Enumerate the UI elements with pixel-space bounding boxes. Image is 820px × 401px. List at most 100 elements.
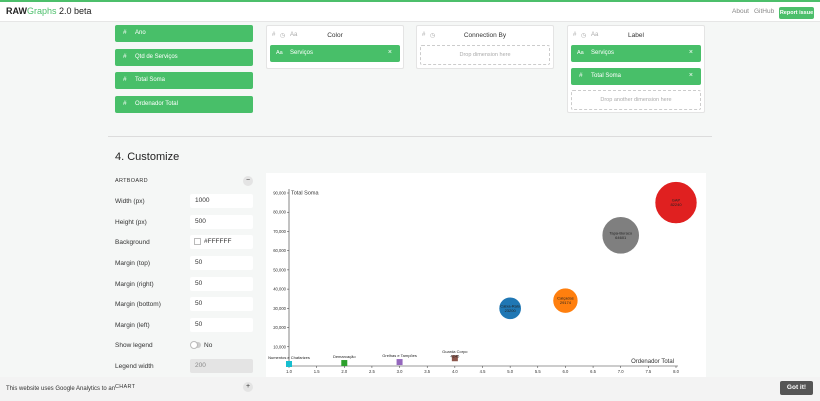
bubble-label: Numentos e Chafarizes (268, 355, 310, 360)
close-icon[interactable]: × (688, 72, 693, 79)
text-type-icon: Aa (290, 32, 298, 38)
dimension-total-soma[interactable]: # Total Soma (115, 72, 253, 89)
x-tick-label: 2.5 (369, 369, 375, 374)
clock-icon: ◷ (430, 33, 436, 39)
dimension-label: Total Soma (135, 77, 166, 83)
y-axis-title: Total Soma (291, 191, 319, 197)
width-label: Width (px) (115, 198, 145, 205)
x-tick-label: 6.0 (563, 369, 569, 374)
y-tick-label: 30,000 (273, 306, 286, 311)
number-type-icon: # (123, 53, 127, 60)
bubble-gap (654, 181, 698, 224)
legend-width-label: Legend width (115, 363, 154, 370)
x-tick-label: 7.0 (618, 369, 624, 374)
toggle-knob (190, 341, 198, 349)
height-label: Height (px) (115, 219, 147, 226)
section-divider (108, 136, 712, 137)
chip-label: Serviços (591, 50, 615, 56)
bubble-label: GAP (672, 198, 681, 203)
section-title: 4. Customize (115, 151, 180, 163)
y-tick-label: 10,000 (273, 344, 286, 349)
height-input[interactable]: 500 (190, 215, 253, 229)
dimension-qtd-servicos[interactable]: # Qtd de Serviços (115, 49, 253, 66)
drop-zone[interactable]: Drop dimension here (420, 45, 550, 65)
number-type-icon: # (579, 72, 583, 79)
y-tick-label: 70,000 (273, 229, 286, 234)
bubble-value: 82240 (670, 202, 682, 207)
y-tick-label: 40,000 (273, 287, 286, 292)
bubble-demarca-o (341, 360, 348, 367)
dimension-ordenador-total[interactable]: # Ordenador Total (115, 96, 253, 113)
x-tick-label: 3.5 (424, 369, 430, 374)
dimension-label: Qtd de Serviços (135, 54, 178, 60)
number-type-icon: # (272, 32, 276, 38)
about-link[interactable]: About (732, 8, 749, 15)
bubble-numentos-e-chafarizes (286, 361, 292, 367)
bubble-value: 29174 (560, 300, 572, 305)
bubble-label: Calçadas (557, 296, 574, 301)
x-tick-label: 5.0 (507, 369, 513, 374)
margin-bottom-label: Margin (bottom) (115, 301, 161, 308)
margin-bottom-input[interactable]: 50 (190, 297, 253, 311)
github-link[interactable]: GitHub (754, 8, 775, 15)
number-type-icon: # (123, 29, 127, 36)
label-mapping-card: # ◷ Aa Label Aa Serviços × # Total Soma … (567, 25, 705, 113)
x-tick-label: 6.5 (590, 369, 596, 374)
number-type-icon: # (573, 32, 577, 38)
color-chip-servicos[interactable]: Aa Serviços × (270, 45, 400, 62)
label-chip-servicos[interactable]: Aa Serviços × (571, 45, 701, 62)
collapse-artboard-button[interactable]: − (243, 176, 253, 186)
brand-raw: RAW (6, 6, 27, 16)
x-tick-label: 4.0 (452, 369, 458, 374)
x-axis-title: Ordenador Total (631, 359, 674, 365)
bubble-label: Tapa-Buraco (609, 230, 632, 235)
margin-right-input[interactable]: 50 (190, 277, 253, 291)
y-tick-label: 50,000 (273, 267, 286, 272)
clock-icon: ◷ (581, 33, 587, 39)
close-icon[interactable]: × (387, 49, 392, 56)
brand-graphs: Graphs (27, 6, 57, 16)
x-tick-label: 7.5 (645, 369, 651, 374)
margin-top-input[interactable]: 50 (190, 256, 253, 270)
bubble-value: 4245 (450, 354, 460, 359)
drop-zone[interactable]: Drop another dimension here (571, 90, 701, 110)
bubble-tapa-buraco (601, 216, 640, 255)
margin-left-input[interactable]: 50 (190, 318, 253, 332)
navbar: RAWGraphs 2.0 beta About GitHub Report i… (0, 2, 820, 22)
margin-left-label: Margin (left) (115, 322, 150, 329)
analytics-text: This website uses Google Analytics to an (6, 386, 116, 392)
bubble-chart: 10,000 20,000 30,000 40,000 50,000 60,000 70,0… (268, 181, 698, 374)
x-tick-label: 5.5 (535, 369, 541, 374)
report-issue-button[interactable]: Report issue (779, 7, 814, 19)
brand-version: 2.0 beta (56, 6, 92, 16)
color-mapping-card: # ◷ Aa Color Aa Serviços × (266, 25, 404, 69)
got-it-button[interactable]: Got it! (780, 381, 813, 395)
bubble-caixa-ralo (498, 296, 522, 320)
y-tick-label: 60,000 (273, 248, 286, 253)
background-color-swatch[interactable] (194, 238, 201, 245)
show-legend-toggle[interactable] (190, 341, 201, 349)
dimension-label: Ano (135, 30, 146, 36)
background-label: Background (115, 239, 150, 246)
app-logo[interactable]: RAWGraphs 2.0 beta (6, 6, 92, 16)
bubble-cal-adas (552, 287, 579, 314)
bubble-label: Demarcação (333, 354, 356, 359)
legend-width-input: 200 (190, 359, 253, 373)
width-input[interactable]: 1000 (190, 194, 253, 208)
x-tick-label: 1.5 (314, 369, 320, 374)
number-type-icon: # (123, 76, 127, 83)
analytics-banner: This website uses Google Analytics to an… (0, 377, 820, 401)
bubble-guarda-corpo (451, 355, 458, 362)
card-title: Label (628, 32, 644, 39)
expand-chart-button[interactable]: + (243, 382, 253, 392)
dimension-ano[interactable]: # Ano (115, 25, 253, 42)
number-type-icon: # (123, 100, 127, 107)
x-tick-label: 1.0 (286, 369, 292, 374)
top-accent-line (0, 0, 820, 2)
label-chip-total-soma[interactable]: # Total Soma × (571, 68, 701, 85)
text-type-icon: Aa (276, 50, 283, 56)
background-input[interactable]: #FFFFFF (190, 235, 253, 249)
chip-label: Total Soma (591, 73, 622, 79)
number-type-icon: # (422, 32, 426, 38)
close-icon[interactable]: × (688, 49, 693, 56)
